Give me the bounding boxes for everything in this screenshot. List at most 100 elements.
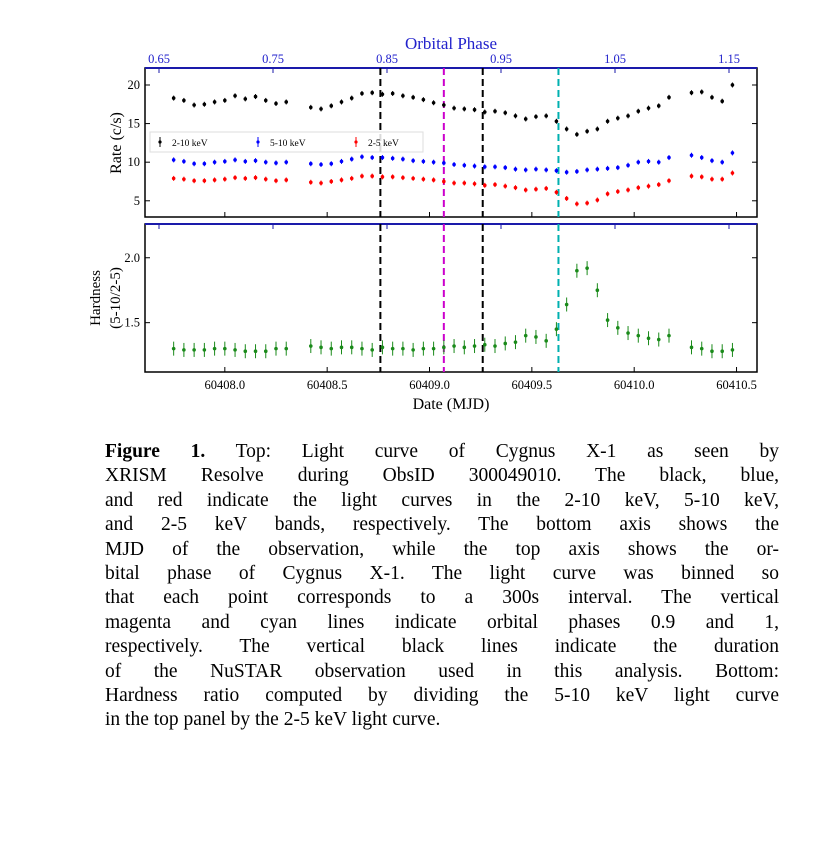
- data-point: [544, 168, 548, 172]
- data-point: [585, 201, 589, 205]
- data-point: [503, 110, 508, 115]
- data-point: [452, 162, 456, 167]
- data-point: [431, 160, 436, 164]
- data-point: [192, 161, 196, 166]
- data-point: [575, 169, 579, 174]
- data-point: [349, 96, 354, 100]
- data-point: [442, 345, 446, 350]
- data-point: [595, 167, 600, 171]
- data-point: [554, 190, 559, 195]
- data-point: [689, 90, 694, 95]
- data-point: [544, 114, 548, 118]
- data-point: [523, 117, 528, 121]
- data-point: [442, 103, 446, 107]
- data-point: [616, 165, 620, 170]
- data-point: [401, 93, 405, 98]
- data-point: [493, 344, 497, 348]
- data-point: [656, 104, 661, 108]
- series-2-10-kev: [171, 82, 735, 137]
- data-point: [243, 159, 248, 164]
- data-point: [171, 346, 176, 351]
- data-point: [360, 154, 364, 159]
- data-point: [253, 175, 258, 180]
- data-point: [182, 98, 186, 103]
- data-point: [605, 318, 610, 322]
- caption-line: of the NuSTAR observation used in this a…: [105, 660, 779, 682]
- data-point: [202, 102, 207, 107]
- data-point: [360, 91, 364, 96]
- data-point: [223, 346, 227, 351]
- caption-line: that each point corresponds to a 300s in…: [105, 587, 779, 609]
- data-point: [667, 178, 671, 183]
- data-point: [667, 333, 671, 338]
- data-point: [284, 178, 289, 182]
- data-point: [462, 181, 467, 185]
- data-point: [329, 346, 334, 351]
- data-point: [431, 178, 436, 182]
- data-point: [544, 186, 548, 191]
- data-point: [699, 346, 704, 351]
- legend-label: 2-5 keV: [368, 139, 399, 149]
- data-point: [339, 159, 344, 164]
- data-point: [472, 164, 477, 168]
- data-point: [523, 188, 528, 192]
- caption-figure-label: Figure 1.: [105, 441, 206, 462]
- data-point: [646, 336, 651, 341]
- figure-caption: Figure 1. Top: Light curve of Cygnus X-1…: [105, 440, 779, 733]
- data-point: [730, 348, 735, 352]
- data-point: [192, 348, 196, 352]
- data-point: [411, 95, 415, 100]
- legend-box: [149, 131, 424, 153]
- data-point: [360, 174, 364, 178]
- data-point: [472, 344, 477, 348]
- data-point: [202, 161, 207, 166]
- caption-line: bital phase of Cygnus X-1. The light cur…: [105, 563, 779, 585]
- data-point: [616, 116, 620, 120]
- data-point: [212, 178, 217, 182]
- data-point: [401, 346, 405, 351]
- data-point: [710, 158, 714, 163]
- data-point: [182, 159, 186, 164]
- data-point: [212, 100, 217, 104]
- bottom-y-label-line2: (5-10/2-5): [108, 267, 124, 329]
- data-point: [319, 107, 323, 111]
- data-point: [482, 110, 487, 114]
- caption-line: magenta and cyan lines indicate orbital …: [105, 611, 779, 633]
- data-point: [182, 348, 186, 352]
- data-point: [233, 158, 237, 162]
- data-point: [605, 119, 610, 124]
- data-point: [636, 333, 641, 338]
- legend-label: 5-10 keV: [270, 139, 306, 149]
- phase-tick-label: 0.65: [148, 52, 170, 66]
- data-point: [503, 165, 508, 170]
- caption-line: respectively. The vertical black lines i…: [105, 636, 779, 658]
- data-point: [626, 331, 630, 335]
- data-point: [339, 345, 344, 350]
- x-tick-label: 60408.0: [205, 378, 246, 392]
- data-point: [349, 176, 354, 181]
- data-point: [534, 187, 538, 192]
- data-point: [212, 346, 217, 351]
- data-point: [223, 98, 227, 103]
- data-point: [370, 90, 374, 95]
- data-point: [462, 163, 467, 168]
- data-point: [667, 155, 671, 160]
- data-point: [171, 158, 176, 162]
- data-point: [462, 345, 467, 350]
- data-point: [575, 132, 579, 137]
- data-point: [263, 98, 268, 103]
- data-point: [689, 174, 694, 178]
- legend-label: 2-10 keV: [172, 139, 208, 149]
- data-point: [284, 346, 289, 351]
- data-point: [442, 161, 446, 165]
- data-point: [472, 107, 477, 112]
- y-tick-label: 15: [128, 117, 141, 131]
- data-point: [243, 349, 248, 354]
- data-point: [274, 346, 278, 351]
- data-point: [390, 91, 395, 96]
- data-point: [503, 184, 508, 188]
- x-axis-label: Date (MJD): [413, 396, 490, 413]
- data-point: [274, 161, 278, 165]
- data-point: [390, 346, 395, 351]
- legend-marker-dot: [256, 140, 260, 144]
